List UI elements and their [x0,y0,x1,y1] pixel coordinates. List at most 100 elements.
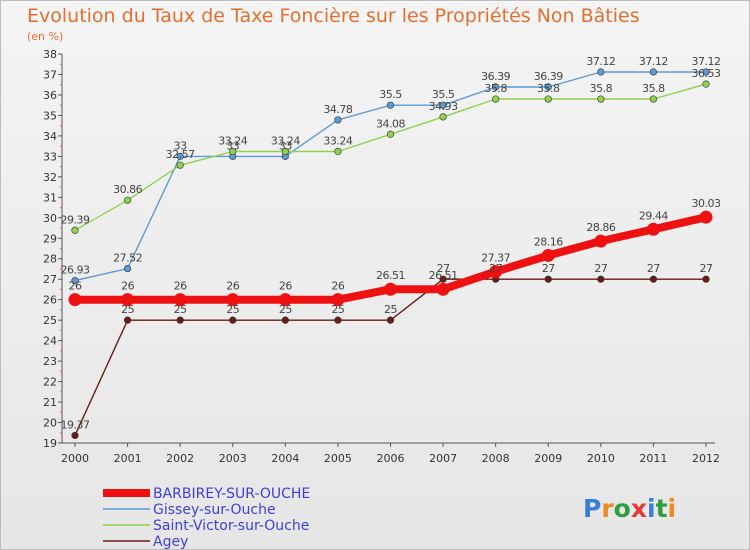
data-point-barbirey-sur-ouche [384,282,397,296]
data-point-gissey-sur-ouche [334,116,342,124]
data-label-saint-victor-sur-ouche: 29.39 [61,213,90,226]
data-point-saint-victor-sur-ouche [334,147,342,156]
logo-letter: i [668,494,677,523]
data-label-gissey-sur-ouche: 37.12 [639,55,668,68]
data-label-gissey-sur-ouche: 35.5 [432,88,455,101]
data-point-barbirey-sur-ouche [278,293,292,307]
x-tick-label: 2000 [61,452,89,465]
data-point-gissey-sur-ouche [544,83,552,91]
x-tick-label: 2007 [429,452,457,465]
data-point-barbirey-sur-ouche [436,282,450,296]
x-tick-label: 2011 [639,452,667,465]
legend-entry: BARBIREY-SUR-OUCHE [153,486,310,502]
data-label-agey: 25 [279,303,292,316]
y-tick-label: 33 [43,150,57,163]
y-tick-label: 28 [43,253,57,266]
data-label-gissey-sur-ouche: 34.78 [323,103,352,116]
logo-letter: i [647,494,656,523]
data-point-saint-victor-sur-ouche [649,95,658,103]
data-point-agey [597,275,605,283]
y-tick-label: 35 [43,109,57,122]
y-tick-label: 24 [43,335,57,348]
y-tick-label: 31 [43,191,57,204]
proxiti-logo: Proxiti [583,494,676,523]
data-label-barbirey-sur-ouche: 26 [331,280,344,293]
data-label-gissey-sur-ouche: 33 [279,139,292,152]
data-label-gissey-sur-ouche: 33 [174,139,187,152]
data-point-barbirey-sur-ouche [68,293,82,307]
logo-letter: o [614,494,631,523]
data-label-gissey-sur-ouche: 35.5 [379,88,402,101]
data-label-barbirey-sur-ouche: 26.51 [429,269,458,282]
data-label-barbirey-sur-ouche: 26 [69,280,82,293]
data-label-agey: 25 [331,303,344,316]
data-label-barbirey-sur-ouche: 29.44 [639,209,668,222]
data-point-agey [71,431,79,440]
data-point-gissey-sur-ouche [702,68,710,76]
data-label-saint-victor-sur-ouche: 35.8 [484,82,507,95]
x-tick-label: 2009 [534,452,562,465]
data-point-saint-victor-sur-ouche [386,130,395,138]
data-point-saint-victor-sur-ouche [544,95,552,103]
data-point-barbirey-sur-ouche [121,293,135,307]
y-tick-label: 19 [43,437,57,450]
data-label-saint-victor-sur-ouche: 32.57 [166,148,195,161]
data-label-barbirey-sur-ouche: 26 [121,280,134,293]
data-point-agey [176,316,184,324]
data-label-agey: 27 [700,262,713,275]
data-label-agey: 25 [121,303,134,316]
y-tick-label: 37 [43,68,57,81]
data-label-saint-victor-sur-ouche: 34.93 [429,100,458,113]
x-tick-label: 2002 [166,452,194,465]
data-point-agey [281,316,289,324]
data-label-barbirey-sur-ouche: 26 [279,280,292,293]
legend-entry: Agey [153,534,188,550]
data-point-saint-victor-sur-ouche [123,196,132,204]
data-label-gissey-sur-ouche: 26.93 [61,264,90,277]
data-point-agey [334,316,342,324]
data-label-barbirey-sur-ouche: 26 [226,280,239,293]
y-tick-label: 23 [43,355,57,368]
y-tick-label: 20 [43,417,57,430]
data-label-agey: 27 [594,262,607,275]
data-label-barbirey-sur-ouche: 30.03 [692,197,721,210]
x-tick-label: 2012 [692,452,720,465]
data-point-agey [439,275,447,283]
legend-entry: Saint-Victor-sur-Ouche [153,518,309,534]
y-tick-label: 27 [43,273,57,286]
data-label-saint-victor-sur-ouche: 35.8 [642,82,665,95]
data-point-saint-victor-sur-ouche [597,95,605,103]
data-label-saint-victor-sur-ouche: 35.8 [537,82,560,95]
data-point-barbirey-sur-ouche [646,222,660,236]
data-point-barbirey-sur-ouche [489,265,503,279]
data-point-barbirey-sur-ouche [173,293,187,307]
y-tick-label: 21 [43,396,57,409]
y-tick-label: 32 [43,171,57,184]
data-point-saint-victor-sur-ouche [439,113,447,121]
data-point-gissey-sur-ouche [123,264,132,273]
data-label-gissey-sur-ouche: 36.39 [534,70,563,83]
data-label-barbirey-sur-ouche: 28.16 [534,235,563,248]
data-label-agey: 27 [647,262,660,275]
logo-letter: r [601,494,614,523]
chart-title: Evolution du Taux de Taxe Foncière sur l… [27,5,640,27]
data-point-agey [123,316,132,324]
x-tick-label: 2004 [271,452,299,465]
data-label-gissey-sur-ouche: 37.12 [586,55,615,68]
data-point-gissey-sur-ouche [386,101,395,109]
data-point-saint-victor-sur-ouche [176,161,184,169]
data-point-gissey-sur-ouche [71,277,79,285]
data-point-gissey-sur-ouche [492,83,500,91]
data-label-agey: 19.37 [61,418,90,431]
data-label-agey: 25 [384,303,397,316]
data-point-barbirey-sur-ouche [594,234,608,248]
data-label-saint-victor-sur-ouche: 30.86 [113,183,142,196]
logo-letter: x [631,494,647,523]
y-tick-label: 34 [43,130,57,143]
legend-entry: Gissey-sur-Ouche [153,502,276,518]
y-tick-label: 25 [43,314,57,327]
data-label-saint-victor-sur-ouche: 36.53 [692,67,721,80]
data-point-saint-victor-sur-ouche [71,226,79,234]
data-point-saint-victor-sur-ouche [229,147,237,156]
